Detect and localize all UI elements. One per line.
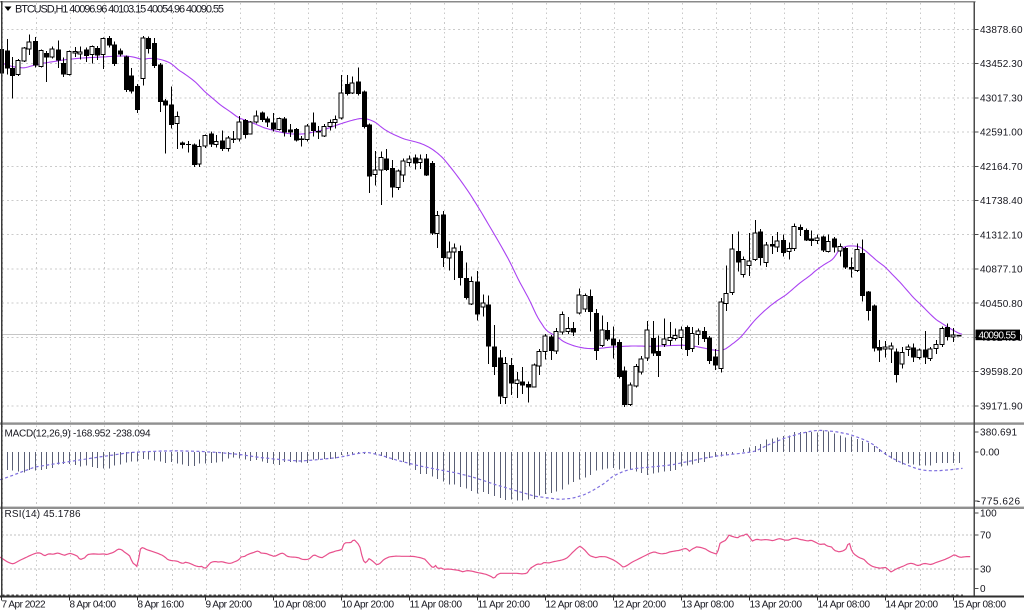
svg-text:8 Apr 16:00: 8 Apr 16:00 xyxy=(138,599,185,610)
svg-text:MACD(12,26,9) -168.952 -238.09: MACD(12,26,9) -168.952 -238.094 xyxy=(5,428,151,439)
svg-text:12 Apr 20:00: 12 Apr 20:00 xyxy=(614,599,667,610)
svg-text:8 Apr 04:00: 8 Apr 04:00 xyxy=(70,599,117,610)
svg-text:100: 100 xyxy=(980,509,997,520)
svg-text:10 Apr 08:00: 10 Apr 08:00 xyxy=(274,599,327,610)
svg-text:42591.00: 42591.00 xyxy=(980,128,1023,139)
svg-text:11 Apr 20:00: 11 Apr 20:00 xyxy=(478,599,531,610)
svg-text:41312.10: 41312.10 xyxy=(980,230,1023,241)
svg-text:40877.10: 40877.10 xyxy=(980,265,1023,276)
svg-text:39171.90: 39171.90 xyxy=(980,401,1023,412)
svg-text:BTCUSD,H1 40096.96 40103.15 4: BTCUSD,H1 40096.96 40103.15 40054.96 400… xyxy=(15,4,224,16)
svg-text:40090.55: 40090.55 xyxy=(979,330,1017,341)
svg-text:0: 0 xyxy=(980,584,986,595)
svg-text:10 Apr 20:00: 10 Apr 20:00 xyxy=(342,599,395,610)
svg-text:15 Apr 08:00: 15 Apr 08:00 xyxy=(954,599,1007,610)
svg-text:40450.80: 40450.80 xyxy=(980,299,1023,310)
svg-text:13 Apr 08:00: 13 Apr 08:00 xyxy=(682,599,735,610)
svg-text:42164.70: 42164.70 xyxy=(980,162,1023,173)
svg-text:7 Apr 2022: 7 Apr 2022 xyxy=(2,599,46,610)
svg-text:43452.30: 43452.30 xyxy=(980,59,1023,70)
svg-text:0.00: 0.00 xyxy=(980,447,1000,458)
svg-text:41738.40: 41738.40 xyxy=(980,196,1023,207)
svg-text:11 Apr 08:00: 11 Apr 08:00 xyxy=(410,599,463,610)
svg-text:13 Apr 20:00: 13 Apr 20:00 xyxy=(750,599,803,610)
svg-text:RSI(14) 45.1786: RSI(14) 45.1786 xyxy=(5,509,81,520)
svg-text:380.691: 380.691 xyxy=(980,428,1017,439)
svg-text:39598.20: 39598.20 xyxy=(980,367,1023,378)
svg-text:9 Apr 20:00: 9 Apr 20:00 xyxy=(206,599,253,610)
svg-text:14 Apr 20:00: 14 Apr 20:00 xyxy=(886,599,939,610)
svg-text:12 Apr 08:00: 12 Apr 08:00 xyxy=(546,599,599,610)
svg-text:70: 70 xyxy=(980,530,992,541)
svg-text:-775.626: -775.626 xyxy=(977,497,1020,508)
svg-text:43878.60: 43878.60 xyxy=(980,25,1023,36)
svg-text:14 Apr 08:00: 14 Apr 08:00 xyxy=(818,599,871,610)
svg-text:30: 30 xyxy=(980,565,992,576)
svg-text:43017.30: 43017.30 xyxy=(980,93,1023,104)
